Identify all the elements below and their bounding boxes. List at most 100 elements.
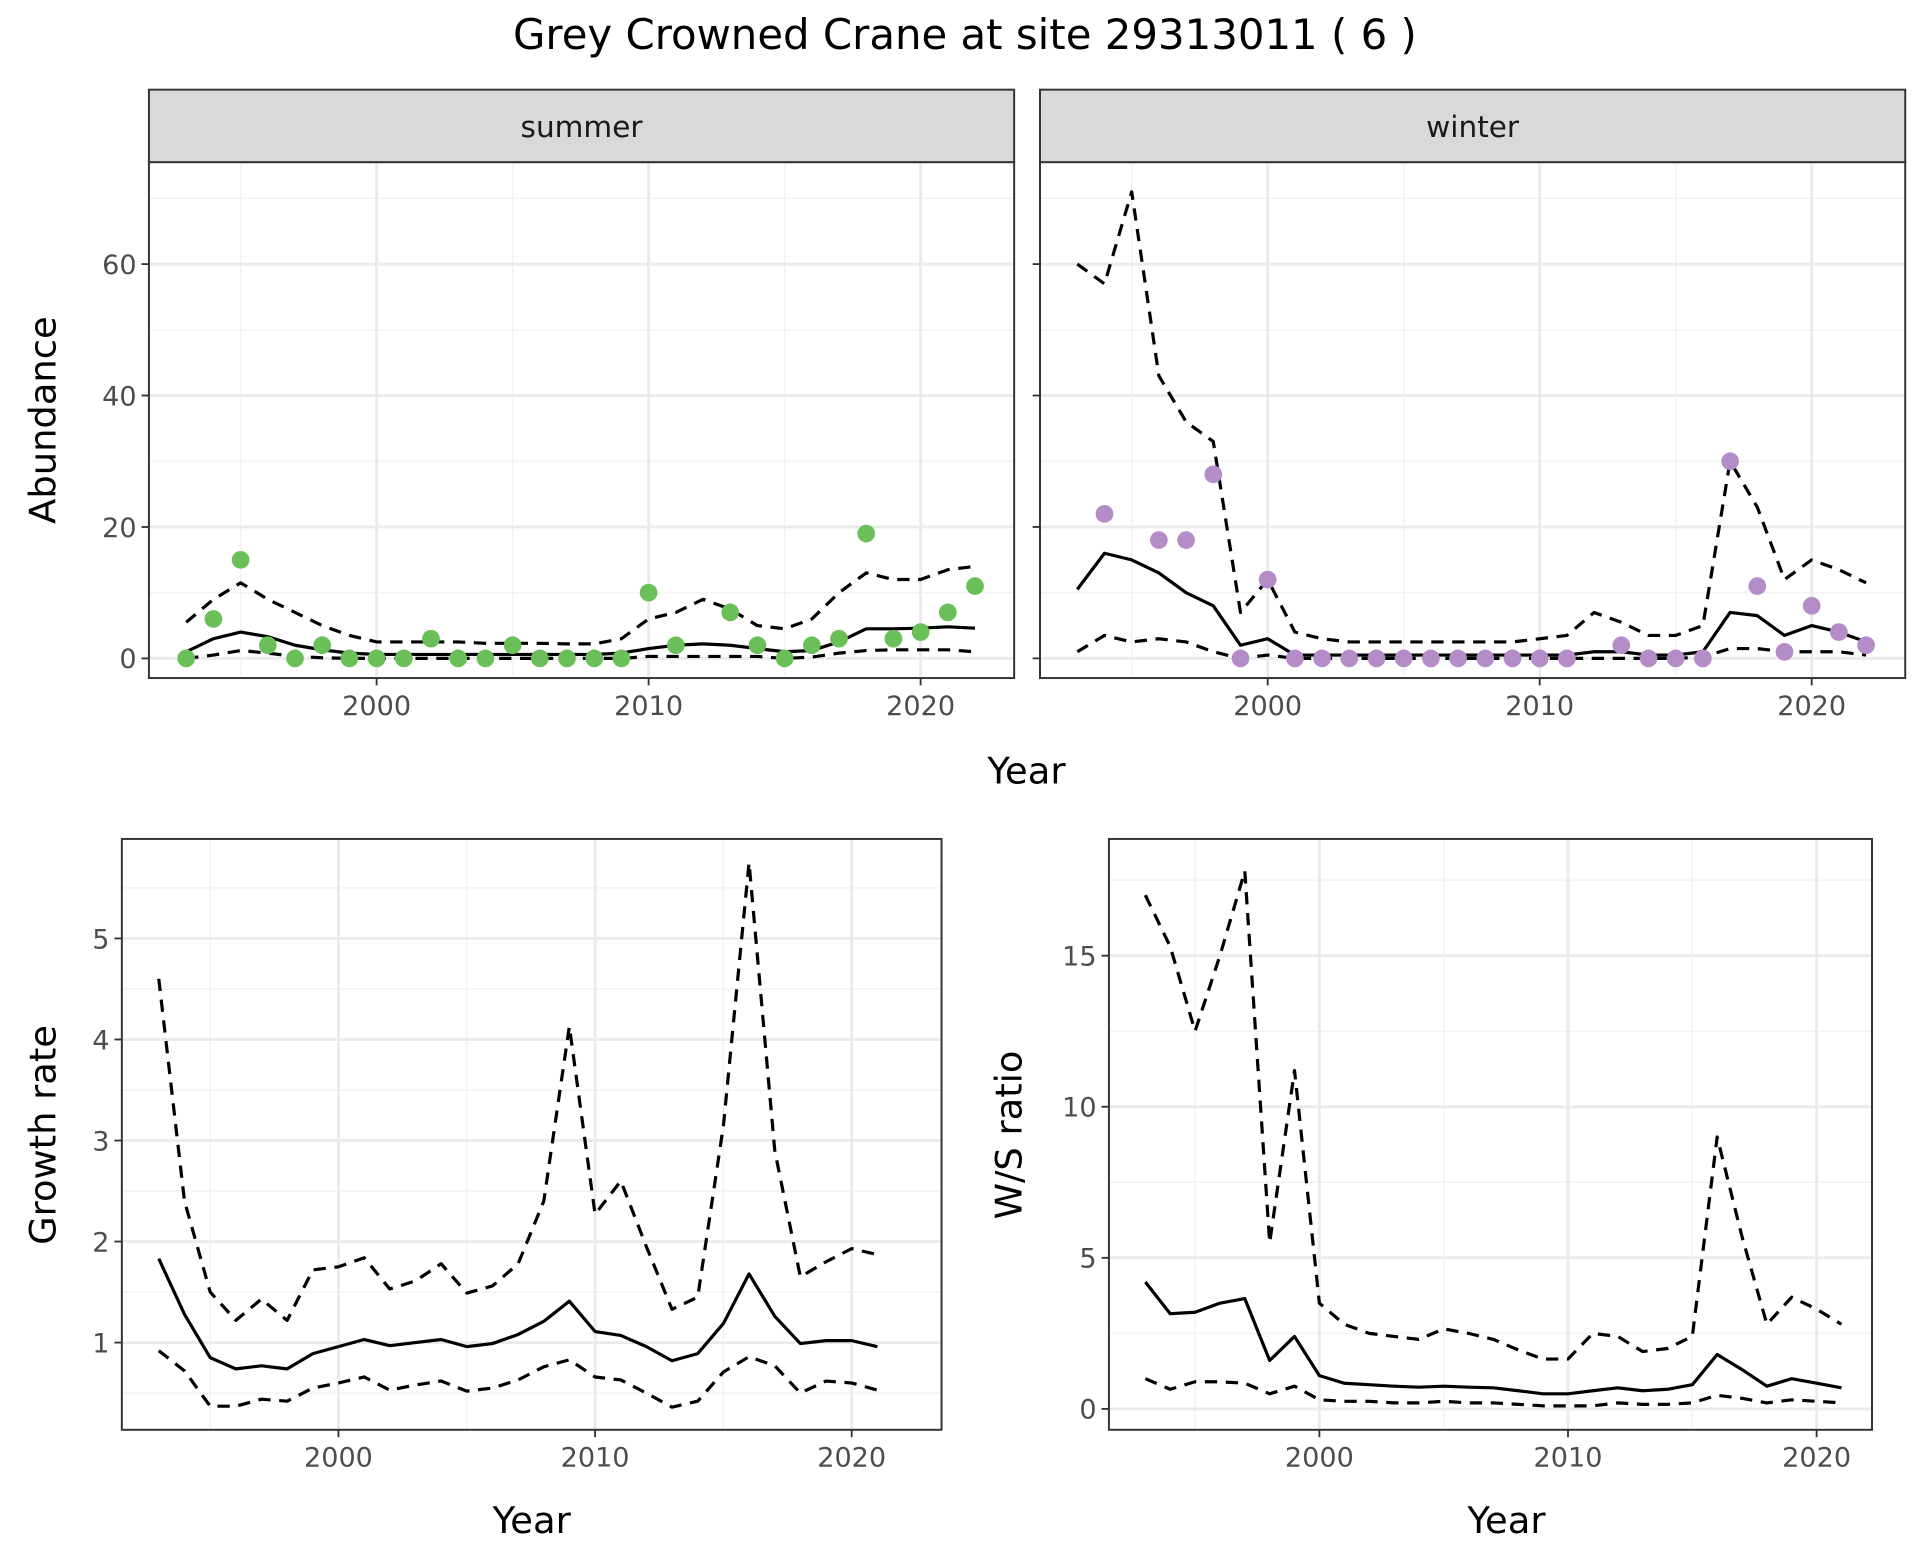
data-point (1422, 649, 1440, 668)
data-point (1286, 649, 1304, 668)
data-point (612, 649, 631, 668)
x-tick-label: 2000 (342, 691, 411, 722)
facet-strip-label: summer (521, 110, 644, 144)
data-point (884, 629, 903, 648)
series-line-upper (1076, 190, 1867, 644)
series-line-mean (157, 1258, 878, 1371)
data-point (585, 649, 604, 668)
panel-background (148, 162, 1015, 679)
series-line-lower (1144, 1377, 1842, 1408)
panel-growth-rate: 2000 2010 2020 1 2 3 4 5 (92, 837, 943, 1474)
y-tick-label: 3 (92, 1126, 109, 1157)
data-point (394, 649, 413, 668)
x-tick-label: 2010 (614, 691, 683, 722)
data-point (748, 636, 767, 655)
data-point (830, 629, 848, 648)
data-point (449, 649, 468, 668)
facet-strip-label: winter (1426, 110, 1520, 144)
data-point (1530, 649, 1549, 668)
data-point (422, 629, 440, 648)
data-point (204, 610, 223, 628)
data-point (938, 603, 957, 622)
data-point (1857, 636, 1875, 655)
x-axis-title-ratio: Year (1466, 1499, 1546, 1542)
data-point (1666, 649, 1685, 668)
data-point (177, 649, 196, 668)
x-tick-label: 2010 (1505, 691, 1574, 722)
y-tick-label: 60 (102, 250, 136, 281)
data-point (1150, 531, 1168, 549)
data-point (231, 550, 250, 569)
y-tick-label: 1 (92, 1328, 109, 1359)
data-point (503, 636, 522, 655)
panel-w-s-ratio: 2000 2010 2020 0 5 10 15 (1062, 837, 1873, 1474)
data-point (558, 649, 576, 668)
data-point (666, 636, 685, 655)
panel-summer: 2000 2010 2020 0 20 40 60 summer (102, 88, 1016, 722)
data-point (1231, 649, 1250, 668)
data-point (1721, 452, 1739, 471)
x-tick-label: 2000 (1233, 691, 1302, 722)
y-tick-label: 4 (92, 1025, 109, 1056)
data-point (313, 636, 332, 655)
data-point (1612, 636, 1631, 655)
data-point (1340, 649, 1359, 668)
y-tick-label: 5 (92, 924, 109, 955)
data-point (1313, 649, 1331, 668)
x-tick-label: 2020 (817, 1443, 886, 1474)
x-tick-label: 2020 (886, 691, 955, 722)
data-point (1367, 649, 1386, 668)
data-point (530, 649, 549, 668)
y-tick-label: 5 (1079, 1244, 1096, 1275)
data-point (1639, 649, 1658, 668)
data-point (340, 649, 359, 668)
series-line-upper (157, 861, 878, 1322)
y-tick-label: 0 (1079, 1395, 1096, 1426)
data-point (857, 524, 876, 543)
y-tick-label: 10 (1062, 1093, 1096, 1124)
y-tick-label: 40 (102, 381, 136, 412)
panel-border (120, 837, 943, 1431)
x-axis-title-abundance: Year (986, 750, 1066, 793)
series-line-upper (1143, 869, 1843, 1361)
x-tick-label: 2010 (1534, 1443, 1603, 1474)
data-point (1694, 649, 1712, 668)
facet-strip (1039, 88, 1907, 164)
data-point (1503, 649, 1522, 668)
data-point (1095, 504, 1114, 523)
data-point (1558, 649, 1576, 668)
data-point (1802, 596, 1821, 615)
y-tick-label: 0 (119, 644, 136, 675)
panel-background (1040, 162, 1906, 679)
series-line-mean (1144, 1281, 1842, 1396)
figure-title: Grey Crowned Crane at site 29313011 ( 6 … (513, 10, 1417, 59)
series-line-mean (1076, 551, 1867, 657)
data-point (911, 623, 930, 641)
data-point (1775, 642, 1794, 661)
data-point (1449, 649, 1467, 668)
series-line-lower (186, 648, 976, 660)
panel-background (1108, 838, 1872, 1430)
data-point (775, 649, 794, 668)
data-point (721, 603, 740, 622)
y-axis-title-ratio: W/S ratio (988, 1051, 1031, 1220)
data-point (367, 649, 386, 668)
data-point (476, 649, 495, 668)
facet-strip (147, 88, 1016, 164)
data-point (1204, 465, 1223, 484)
series-line-upper (185, 564, 976, 646)
panel-border (1107, 837, 1873, 1431)
data-point (1394, 649, 1413, 668)
x-tick-label: 2020 (1777, 691, 1846, 722)
y-tick-label: 15 (1062, 942, 1096, 973)
data-point (639, 583, 658, 602)
x-tick-label: 2010 (561, 1443, 630, 1474)
y-tick-label: 2 (92, 1227, 109, 1258)
y-axis-title-growth: Growth rate (21, 1025, 64, 1245)
y-tick-label: 20 (102, 513, 136, 544)
data-point (1830, 623, 1848, 641)
y-axis-title-abundance: Abundance (21, 316, 64, 524)
data-point (966, 577, 984, 595)
x-tick-label: 2000 (1285, 1443, 1354, 1474)
